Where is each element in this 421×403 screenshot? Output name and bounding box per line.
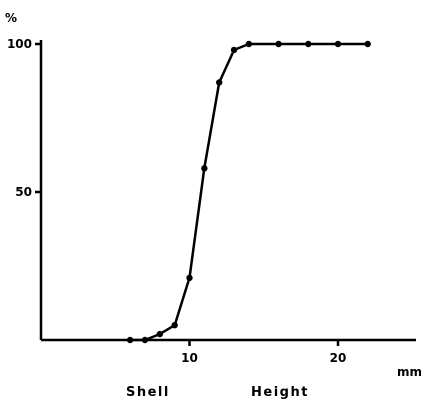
x-tick-label-10: 10 xyxy=(181,351,198,365)
x-tick-label-20: 20 xyxy=(330,351,347,365)
data-point-x20 xyxy=(334,40,342,48)
data-point-x14 xyxy=(245,40,253,48)
y-axis-unit-label: % xyxy=(5,11,17,25)
data-point-x22 xyxy=(364,40,371,48)
data-point-x16 xyxy=(275,40,282,48)
x-axis-title-word-height: Height xyxy=(251,385,309,400)
data-point-x13 xyxy=(230,46,238,54)
x-axis-unit-label: mm xyxy=(397,365,421,379)
data-point-x12 xyxy=(216,79,223,86)
y-tick-label-100: 100 xyxy=(7,37,32,51)
y-tick-label-50: 50 xyxy=(15,185,32,199)
data-point-x10 xyxy=(186,274,193,282)
x-axis-title-word-shell: Shell xyxy=(126,385,170,400)
data-point-x11 xyxy=(201,165,208,172)
data-point-x8 xyxy=(156,330,163,338)
data-point-x18 xyxy=(305,40,312,48)
data-point-x6 xyxy=(126,336,134,344)
data-point-x9 xyxy=(171,322,178,329)
series-line xyxy=(130,42,368,342)
axis-ticks: 50 100 10 20 xyxy=(7,37,346,365)
data-series xyxy=(126,40,371,344)
data-point-x7 xyxy=(141,336,149,344)
